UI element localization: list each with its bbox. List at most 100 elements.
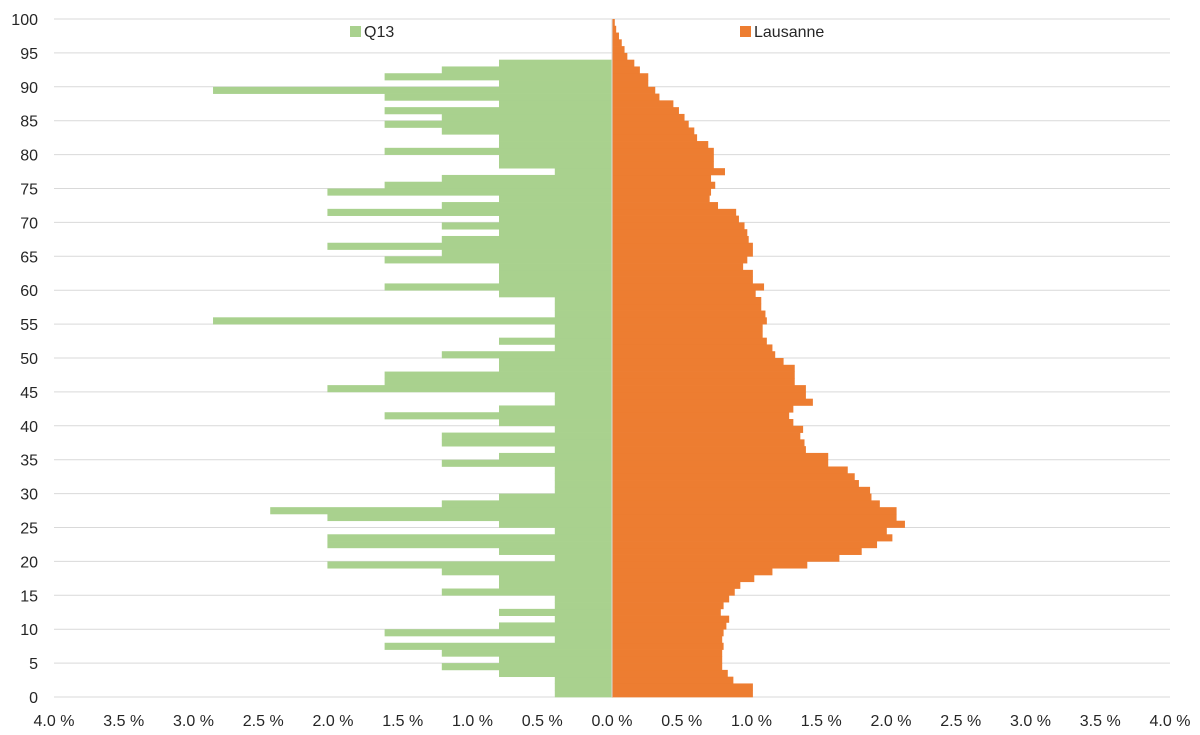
- bar-q13-age-26: [327, 513, 612, 522]
- bar-q13-age-42: [499, 405, 612, 413]
- bar-lausanne-age-15: [612, 588, 735, 596]
- y-tick-label: 10: [20, 622, 38, 639]
- bar-q13-age-52: [499, 337, 612, 345]
- bar-q13-age-85: [441, 113, 612, 122]
- bar-lausanne-age-31: [612, 480, 859, 488]
- bar-q13-age-24: [554, 527, 612, 535]
- bar-q13-age-8: [554, 635, 612, 644]
- bar-lausanne-age-4: [612, 663, 723, 671]
- x-tick-label: 0.5 %: [522, 713, 563, 730]
- bar-lausanne-age-60: [612, 283, 765, 291]
- bar-lausanne-age-65: [612, 249, 753, 257]
- bar-q13-age-88: [384, 93, 612, 101]
- y-tick-label: 50: [20, 351, 38, 368]
- x-tick-label: 3.0 %: [173, 713, 214, 730]
- x-tick-label: 1.0 %: [731, 713, 772, 730]
- bar-lausanne-age-98: [612, 25, 617, 33]
- bar-q13-age-29: [499, 493, 612, 501]
- legend-item-lausanne[interactable]: Lausanne: [740, 24, 824, 41]
- bar-lausanne-age-54: [612, 324, 763, 332]
- bar-lausanne-age-78: [612, 161, 714, 169]
- bar-lausanne-age-27: [612, 507, 897, 515]
- bar-lausanne-age-64: [612, 256, 748, 264]
- bar-lausanne-age-2: [612, 676, 734, 684]
- bar-q13-age-25: [499, 520, 612, 528]
- bar-lausanne-age-95: [612, 46, 625, 54]
- bar-lausanne-age-70: [612, 215, 739, 223]
- bar-q13-age-40: [499, 419, 612, 427]
- bar-q13-age-3: [499, 669, 612, 678]
- bar-q13-age-2: [554, 676, 612, 684]
- y-tick-label: 90: [20, 80, 38, 97]
- x-tick-label: 1.5 %: [382, 713, 423, 730]
- bar-q13-age-17: [499, 574, 612, 583]
- y-tick-label: 15: [20, 588, 38, 605]
- bar-q13-age-51: [554, 344, 612, 352]
- bar-lausanne-age-23: [612, 534, 893, 542]
- x-tick-label: 1.5 %: [801, 713, 842, 730]
- y-tick-label: 25: [20, 521, 38, 538]
- y-tick-label: 65: [20, 249, 38, 266]
- x-tick-label: 2.5 %: [243, 713, 284, 730]
- bar-lausanne-age-67: [612, 235, 749, 244]
- bar-lausanne-age-46: [612, 378, 795, 386]
- y-tick-label: 55: [20, 317, 38, 334]
- bar-q13-age-12: [499, 608, 612, 616]
- bar-q13-age-90: [499, 80, 612, 88]
- bar-q13-age-84: [384, 120, 612, 128]
- bar-lausanne-age-10: [612, 622, 727, 630]
- bar-lausanne-age-51: [612, 344, 773, 352]
- bar-q13-age-75: [384, 181, 612, 189]
- legend-swatch-q13: [350, 26, 361, 37]
- y-tick-label: 0: [29, 690, 38, 707]
- bar-lausanne-age-62: [612, 269, 753, 277]
- bar-lausanne-age-13: [612, 602, 724, 610]
- bar-lausanne-age-38: [612, 432, 801, 440]
- bar-lausanne-age-14: [612, 595, 730, 603]
- bar-lausanne-age-33: [612, 466, 848, 474]
- bar-q13-age-20: [554, 554, 612, 562]
- bar-q13-age-22: [327, 541, 612, 549]
- bar-lausanne-age-30: [612, 486, 871, 494]
- bar-lausanne-age-61: [612, 276, 753, 284]
- bar-lausanne-age-80: [612, 147, 714, 155]
- bar-q13-age-55: [213, 317, 612, 325]
- bar-q13-age-87: [499, 100, 612, 108]
- bar-lausanne-age-17: [612, 574, 755, 583]
- bar-q13-age-11: [554, 615, 612, 623]
- bar-q13-age-4: [441, 663, 612, 671]
- bar-q13-age-91: [384, 73, 612, 81]
- bar-lausanne-age-91: [612, 73, 649, 81]
- bar-q13-age-14: [554, 595, 612, 603]
- bar-lausanne-age-94: [612, 52, 628, 61]
- bar-lausanne-age-45: [612, 385, 806, 393]
- legend: Q13 Lausanne: [350, 24, 824, 41]
- bar-q13-age-34: [441, 459, 612, 467]
- bar-lausanne-age-96: [612, 39, 622, 47]
- bar-lausanne-age-88: [612, 93, 660, 101]
- y-tick-label: 75: [20, 182, 38, 199]
- bar-lausanne-age-59: [612, 290, 756, 298]
- bar-q13-age-62: [499, 269, 612, 277]
- bar-lausanne-age-21: [612, 547, 862, 555]
- bar-lausanne-age-12: [612, 608, 721, 616]
- bar-lausanne-age-53: [612, 330, 763, 339]
- bar-lausanne-age-56: [612, 310, 766, 318]
- y-tick-label: 60: [20, 283, 38, 300]
- bar-lausanne-age-66: [612, 242, 753, 250]
- bar-lausanne-age-42: [612, 405, 794, 413]
- bar-q13-age-64: [384, 256, 612, 264]
- bar-lausanne-age-52: [612, 337, 767, 345]
- legend-item-q13[interactable]: Q13: [350, 24, 394, 41]
- x-tick-label: 2.0 %: [313, 713, 354, 730]
- bar-q13-age-23: [327, 534, 612, 542]
- bar-q13-age-58: [554, 296, 612, 305]
- bar-q13-age-73: [499, 195, 612, 203]
- bar-q13-age-30: [554, 486, 612, 494]
- bar-q13-age-74: [327, 188, 612, 196]
- bar-lausanne-age-41: [612, 412, 790, 420]
- bar-lausanne-age-76: [612, 174, 712, 183]
- bar-lausanne-age-50: [612, 351, 776, 359]
- bar-lausanne-age-72: [612, 202, 719, 210]
- y-tick-label: 85: [20, 114, 38, 131]
